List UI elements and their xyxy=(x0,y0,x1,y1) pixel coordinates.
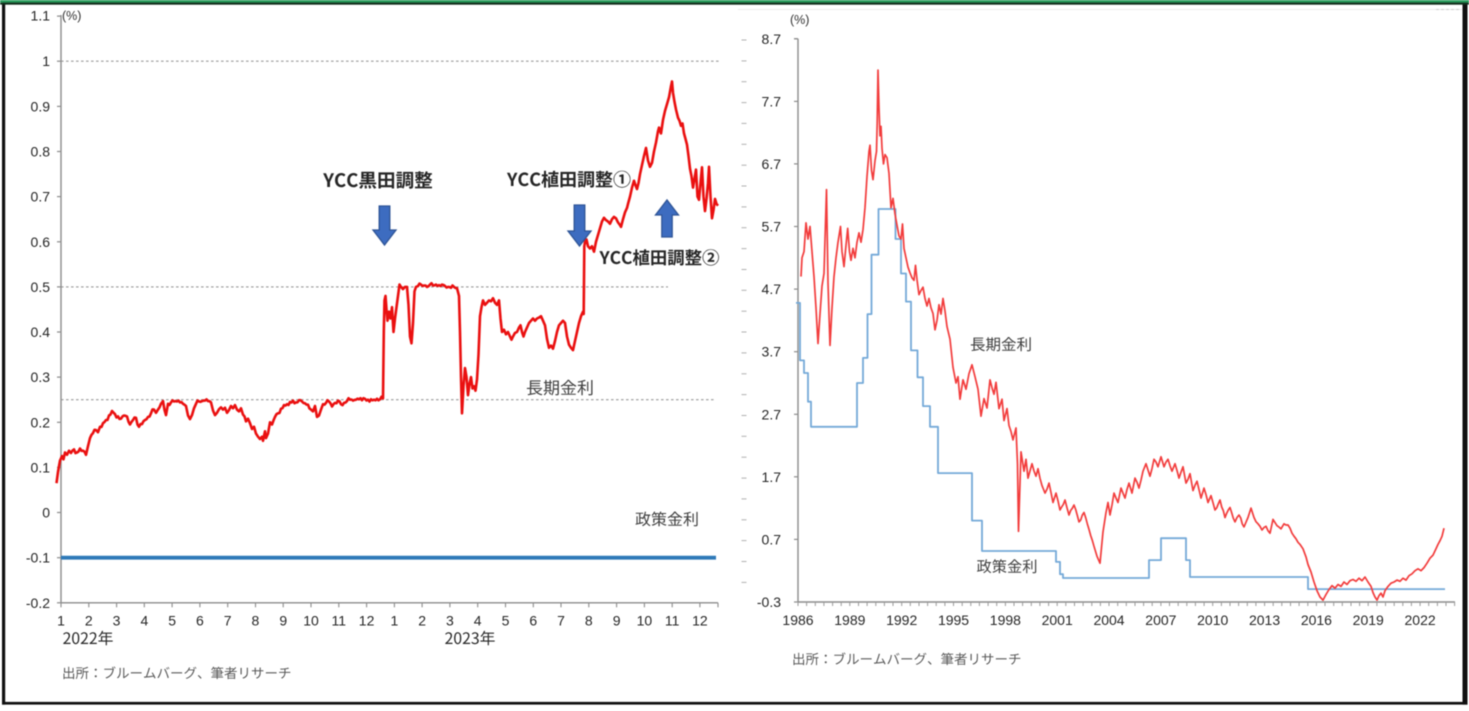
svg-text:2010: 2010 xyxy=(1197,612,1228,628)
svg-text:2: 2 xyxy=(418,613,426,629)
svg-text:7.7: 7.7 xyxy=(762,93,782,109)
svg-text:0.7: 0.7 xyxy=(762,531,782,547)
svg-text:0: 0 xyxy=(42,505,50,521)
svg-text:2: 2 xyxy=(85,613,93,629)
svg-text:0.9: 0.9 xyxy=(31,98,51,114)
svg-text:10: 10 xyxy=(637,613,653,629)
svg-text:1: 1 xyxy=(57,613,65,629)
svg-text:1995: 1995 xyxy=(938,612,969,628)
svg-text:5: 5 xyxy=(502,613,510,629)
svg-text:2019: 2019 xyxy=(1353,612,1384,628)
svg-text:10: 10 xyxy=(303,613,319,629)
svg-text:11: 11 xyxy=(332,613,347,629)
svg-text:2001: 2001 xyxy=(1042,612,1073,628)
svg-text:8.7: 8.7 xyxy=(762,31,782,47)
svg-text:2007: 2007 xyxy=(1145,612,1176,628)
svg-text:2.7: 2.7 xyxy=(762,406,782,422)
svg-text:2016: 2016 xyxy=(1301,612,1332,628)
svg-text:1.7: 1.7 xyxy=(762,469,782,485)
svg-text:6.7: 6.7 xyxy=(762,156,782,172)
svg-text:0.4: 0.4 xyxy=(31,324,51,340)
svg-text:6: 6 xyxy=(529,613,537,629)
svg-text:11: 11 xyxy=(665,613,680,629)
svg-text:0.6: 0.6 xyxy=(31,234,51,250)
svg-text:0.7: 0.7 xyxy=(31,189,51,205)
svg-text:0.1: 0.1 xyxy=(31,459,51,475)
svg-text:4.7: 4.7 xyxy=(762,281,782,297)
svg-text:-0.3: -0.3 xyxy=(757,594,781,610)
svg-text:2004: 2004 xyxy=(1093,612,1124,628)
svg-text:0.5: 0.5 xyxy=(31,279,51,295)
svg-text:7: 7 xyxy=(557,613,565,629)
svg-text:4: 4 xyxy=(474,613,482,629)
svg-text:1.1: 1.1 xyxy=(31,8,51,24)
svg-text:1998: 1998 xyxy=(990,612,1021,628)
svg-text:(%): (%) xyxy=(790,13,809,27)
svg-text:4: 4 xyxy=(140,613,148,629)
svg-text:-0.1: -0.1 xyxy=(26,550,50,566)
svg-text:(%): (%) xyxy=(62,9,81,23)
svg-text:2013: 2013 xyxy=(1249,612,1280,628)
svg-text:2022: 2022 xyxy=(1405,612,1436,628)
svg-text:3: 3 xyxy=(446,613,454,629)
svg-text:1: 1 xyxy=(42,53,50,69)
svg-text:1989: 1989 xyxy=(834,612,865,628)
svg-text:5.7: 5.7 xyxy=(762,219,782,235)
svg-text:12: 12 xyxy=(359,613,375,629)
svg-text:7: 7 xyxy=(224,613,232,629)
svg-text:0.8: 0.8 xyxy=(31,144,51,160)
svg-text:1986: 1986 xyxy=(782,612,813,628)
svg-text:12: 12 xyxy=(692,613,708,629)
svg-text:0.2: 0.2 xyxy=(31,414,51,430)
svg-text:-0.2: -0.2 xyxy=(26,595,50,611)
svg-text:5: 5 xyxy=(168,613,176,629)
svg-text:3.7: 3.7 xyxy=(762,344,782,360)
svg-text:9: 9 xyxy=(279,613,287,629)
svg-text:9: 9 xyxy=(613,613,621,629)
svg-text:1992: 1992 xyxy=(886,612,917,628)
svg-text:8: 8 xyxy=(585,613,593,629)
svg-text:0.3: 0.3 xyxy=(31,369,51,385)
svg-text:1: 1 xyxy=(390,613,398,629)
svg-text:8: 8 xyxy=(252,613,260,629)
svg-text:6: 6 xyxy=(196,613,204,629)
svg-text:3: 3 xyxy=(113,613,121,629)
